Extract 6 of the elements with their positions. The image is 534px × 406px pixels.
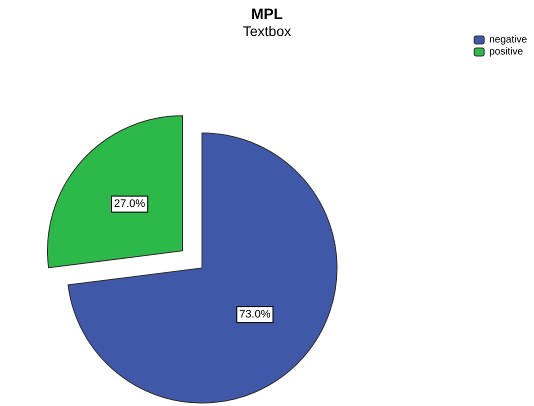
legend-label: negative — [489, 34, 528, 46]
chart-subtitle: Textbox — [242, 23, 292, 39]
legend-label: positive — [489, 46, 524, 58]
data-label: 27.0% — [114, 198, 146, 210]
data-label: 73.0% — [239, 308, 271, 321]
chart-title: MPL — [251, 6, 283, 23]
